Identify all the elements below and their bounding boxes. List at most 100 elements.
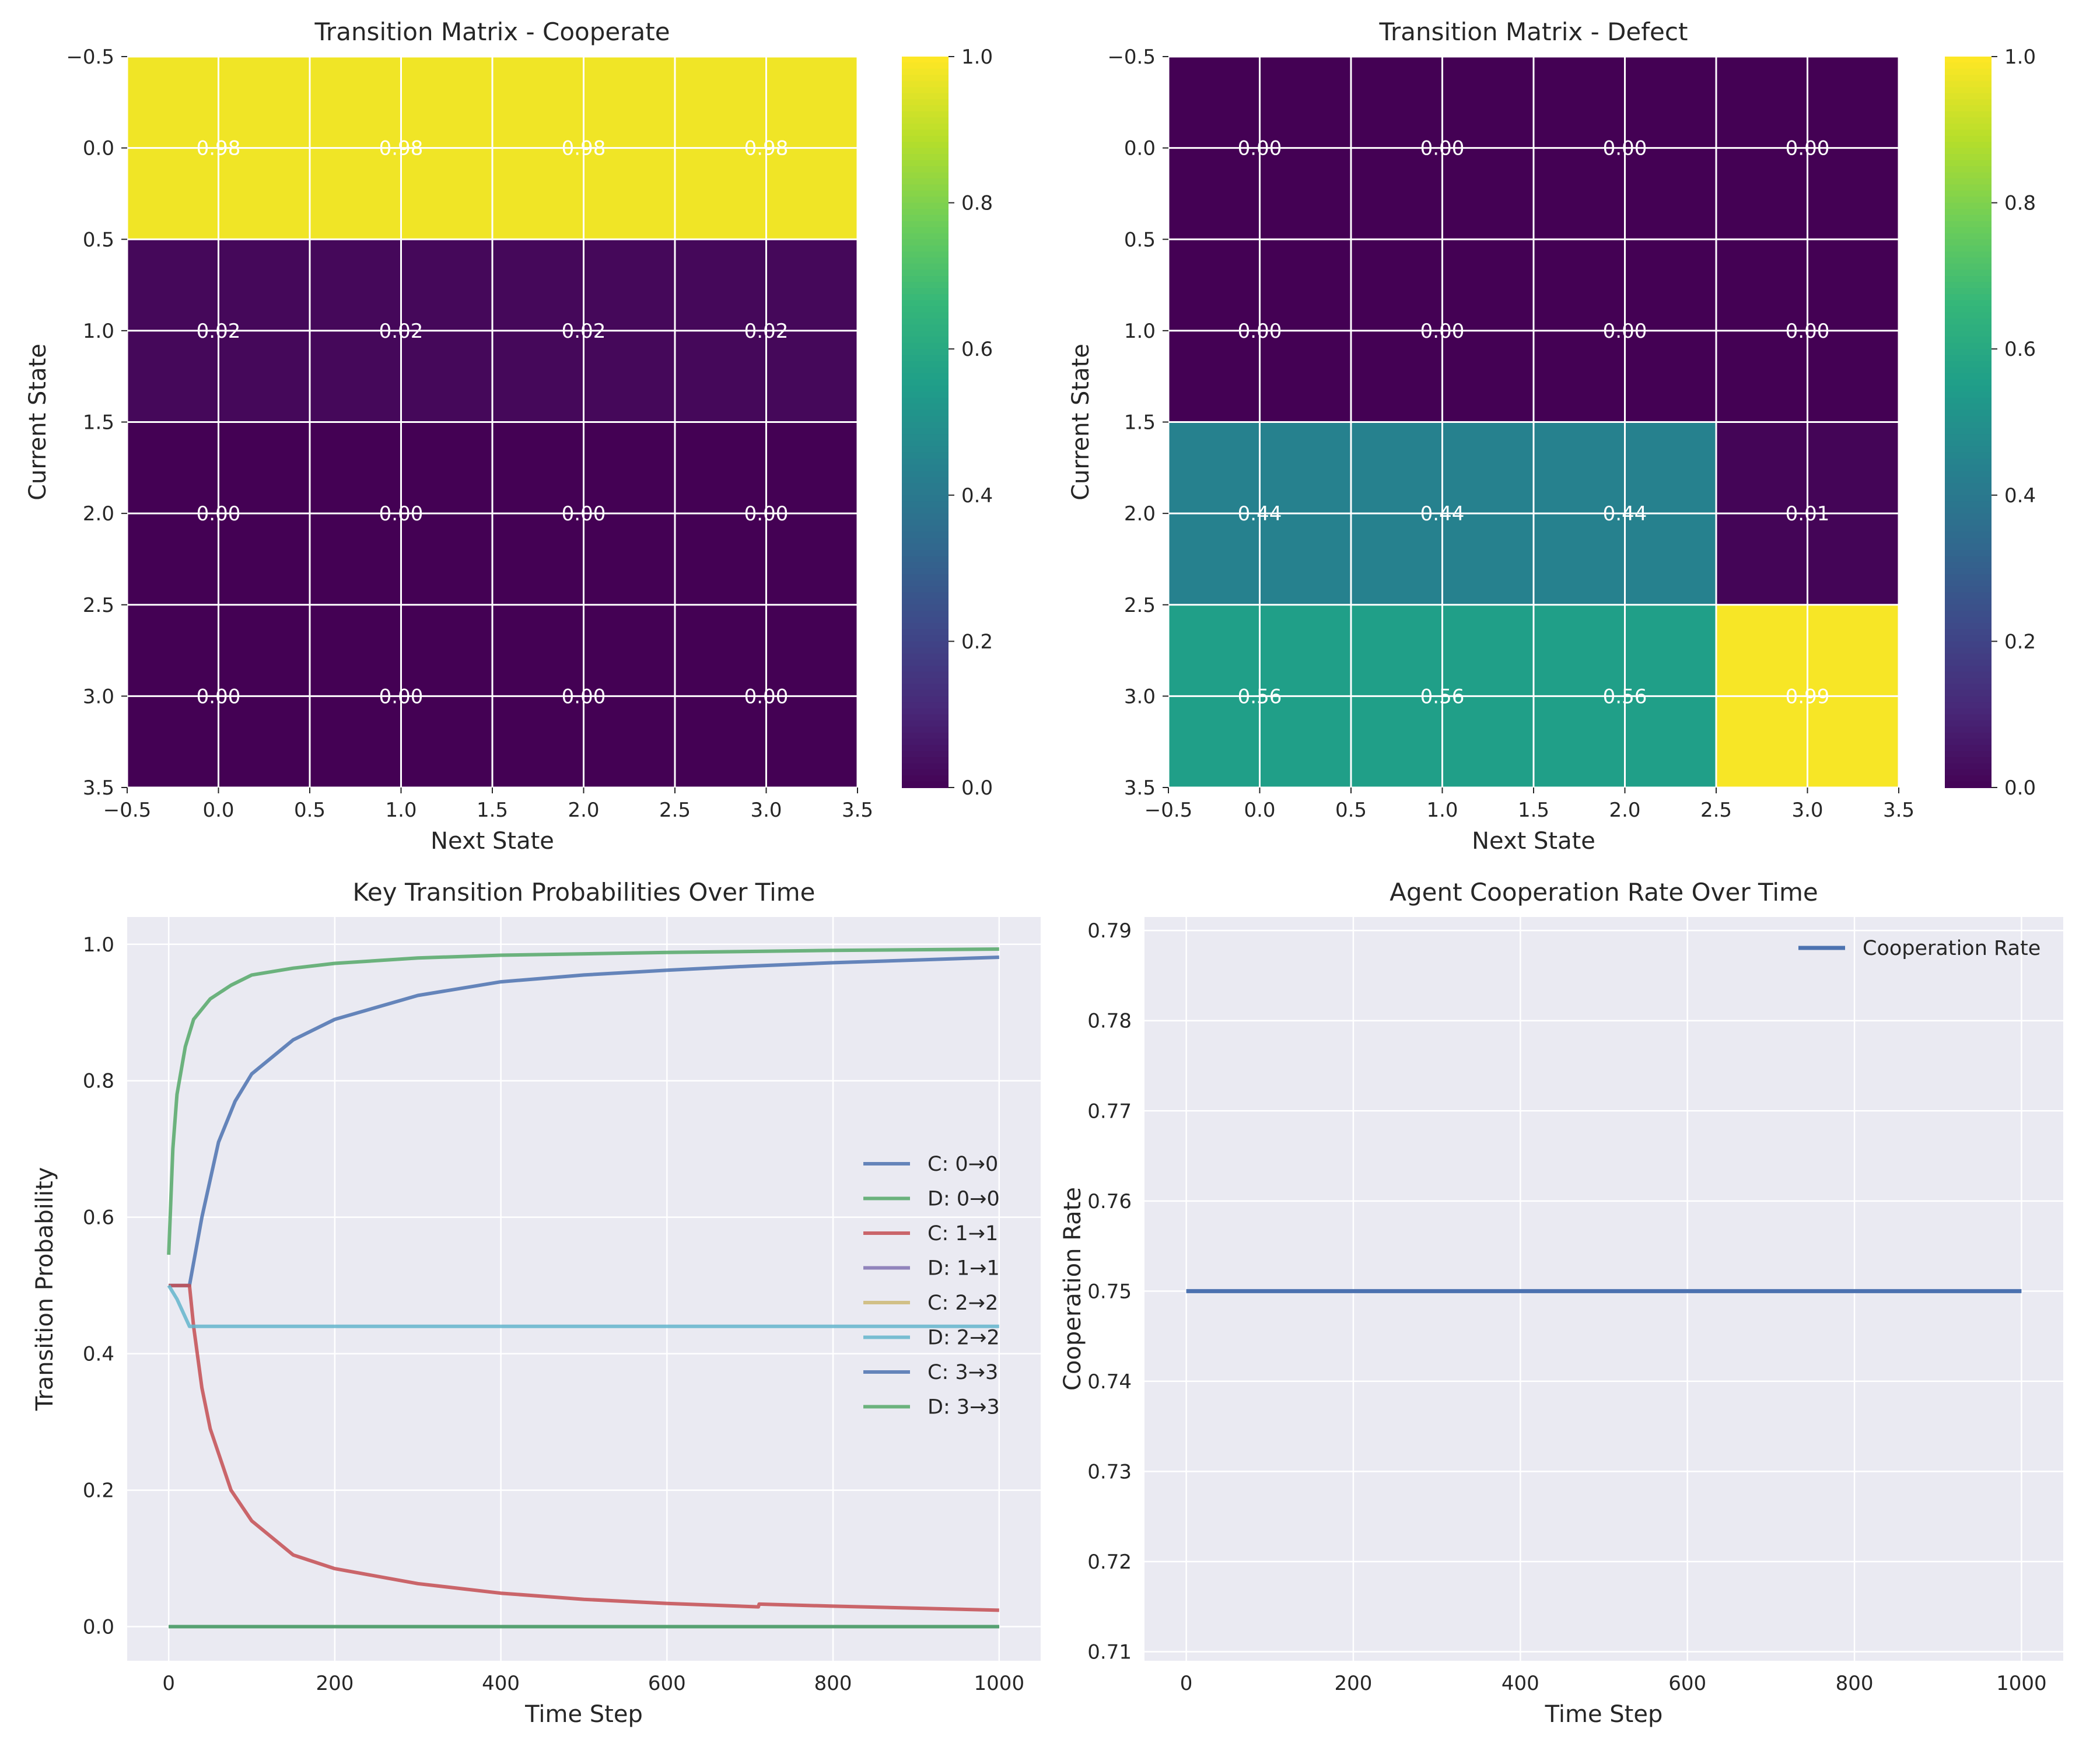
- colorbar-segment: [902, 288, 949, 295]
- x-tick-label: 0.5: [294, 799, 326, 822]
- colorbar-tick-label: 0.0: [2004, 776, 2036, 800]
- colorbar-segment: [902, 574, 949, 581]
- x-tick-label: 400: [482, 1672, 520, 1695]
- colorbar-segment: [902, 227, 949, 234]
- colorbar-segment: [1945, 775, 1992, 782]
- y-tick-label: 1.5: [83, 411, 114, 435]
- colorbar-segment: [902, 130, 949, 136]
- colorbar-segment: [902, 264, 949, 271]
- colorbar-segment: [902, 477, 949, 484]
- colorbar-segment: [1945, 702, 1992, 709]
- colorbar-segment: [902, 306, 949, 313]
- colorbar-segment: [1945, 690, 1992, 697]
- colorbar-segment: [902, 154, 949, 161]
- cell-value-label: 0.00: [1238, 320, 1282, 343]
- x-tick-label: 1.5: [477, 799, 508, 822]
- x-tick-label: 1.0: [1426, 799, 1458, 822]
- colorbar-segment: [902, 471, 949, 478]
- plot-area: [1144, 917, 2063, 1661]
- colorbar-segment: [1945, 781, 1992, 788]
- colorbar-segment: [902, 385, 949, 393]
- colorbar-segment: [902, 629, 949, 636]
- colorbar-segment: [1945, 714, 1992, 722]
- colorbar-segment: [1945, 324, 1992, 331]
- colorbar-segment: [902, 142, 949, 149]
- colorbar-segment: [902, 178, 949, 186]
- colorbar-segment: [1945, 452, 1992, 460]
- colorbar-segment: [1945, 93, 1992, 100]
- colorbar-segment: [902, 410, 949, 417]
- cell-value-label: 0.02: [562, 320, 606, 343]
- colorbar-segment: [902, 197, 949, 204]
- y-tick-label: 0.73: [1087, 1460, 1132, 1483]
- colorbar-segment: [1945, 330, 1992, 338]
- colorbar-segment: [902, 184, 949, 191]
- colorbar-segment: [902, 464, 949, 472]
- x-tick-label: 2.5: [1700, 799, 1732, 822]
- colorbar-segment: [902, 202, 949, 210]
- cell-value-label: 0.01: [1786, 502, 1830, 526]
- colorbar-segment: [1945, 526, 1992, 533]
- chart-title: Transition Matrix - Defect: [1379, 18, 1688, 46]
- x-tick-label: 0.0: [202, 799, 234, 822]
- x-tick-label: 0: [1180, 1672, 1193, 1695]
- colorbar-segment: [902, 659, 949, 667]
- colorbar-segment: [1945, 568, 1992, 575]
- colorbar-segment: [1945, 379, 1992, 386]
- cell-value-label: 0.00: [562, 502, 606, 526]
- colorbar-segment: [902, 440, 949, 447]
- cell-value-label: 0.44: [1420, 502, 1465, 526]
- y-axis-label: Current State: [24, 344, 51, 501]
- colorbar-segment: [902, 294, 949, 301]
- colorbar-segment: [902, 172, 949, 179]
- colorbar-segment: [902, 733, 949, 740]
- colorbar-segment: [1945, 422, 1992, 429]
- colorbar-segment: [902, 245, 949, 253]
- x-tick-label: 0.5: [1335, 799, 1367, 822]
- colorbar-segment: [902, 355, 949, 362]
- colorbar-segment: [902, 397, 949, 405]
- colorbar-segment: [902, 361, 949, 368]
- colorbar-segment: [1945, 733, 1992, 740]
- colorbar-segment: [1945, 117, 1992, 124]
- cell-value-label: 0.44: [1603, 502, 1647, 526]
- chart-title: Key Transition Probabilities Over Time: [352, 878, 815, 907]
- colorbar-segment: [902, 501, 949, 508]
- colorbar-segment: [902, 99, 949, 106]
- colorbar-segment: [902, 495, 949, 502]
- legend-label: D: 1→1: [928, 1257, 1000, 1280]
- colorbar-segment: [1945, 763, 1992, 770]
- y-tick-label: 0.0: [1124, 137, 1156, 160]
- colorbar-segment: [1945, 154, 1992, 161]
- colorbar-segment: [902, 324, 949, 331]
- y-tick-label: 0.71: [1087, 1641, 1132, 1664]
- y-tick-label: 3.0: [83, 685, 114, 708]
- cell-value-label: 0.44: [1238, 502, 1282, 526]
- colorbar-segment: [1945, 404, 1992, 411]
- colorbar-segment: [1945, 220, 1992, 228]
- colorbar-tick-label: 0.0: [961, 776, 993, 800]
- colorbar-segment: [902, 604, 949, 612]
- colorbar-tick-label: 0.8: [2004, 192, 2036, 215]
- series-line: [169, 956, 999, 1287]
- colorbar-segment: [1945, 300, 1992, 307]
- y-tick-label: 0.5: [1124, 228, 1156, 251]
- colorbar-segment: [1945, 75, 1992, 82]
- legend-label: D: 0→0: [928, 1188, 1000, 1211]
- legend-label: C: 0→0: [928, 1153, 998, 1176]
- colorbar-segment: [1945, 227, 1992, 234]
- colorbar-segment: [902, 562, 949, 569]
- colorbar-segment: [1945, 580, 1992, 587]
- y-tick-label: 0.74: [1087, 1370, 1132, 1394]
- colorbar-segment: [902, 726, 949, 734]
- colorbar-segment: [1945, 623, 1992, 630]
- x-tick-label: 600: [1668, 1672, 1706, 1695]
- colorbar-segment: [902, 428, 949, 435]
- y-tick-label: 0.79: [1087, 919, 1132, 943]
- colorbar-segment: [902, 416, 949, 423]
- cell-value-label: 0.00: [379, 685, 424, 708]
- x-tick-label: 800: [814, 1672, 852, 1695]
- y-tick-label: 1.0: [83, 320, 114, 343]
- colorbar-segment: [1945, 233, 1992, 240]
- colorbar-segment: [902, 671, 949, 679]
